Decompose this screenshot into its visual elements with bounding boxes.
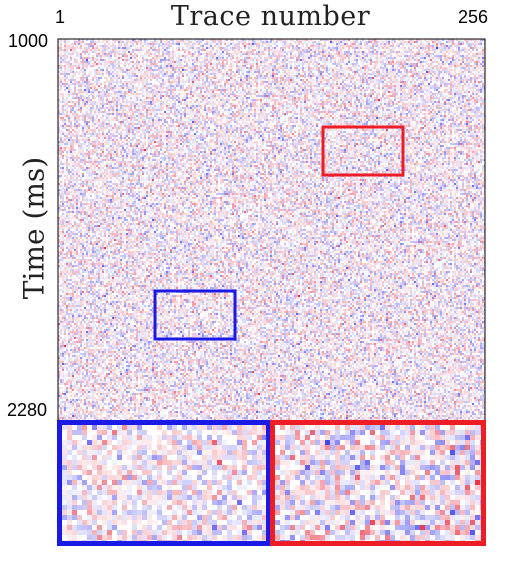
seismic-noise-section: [58, 39, 485, 421]
zoom-panel-blue-noise: [62, 425, 266, 541]
zoom-panel-red-noise: [275, 425, 481, 541]
